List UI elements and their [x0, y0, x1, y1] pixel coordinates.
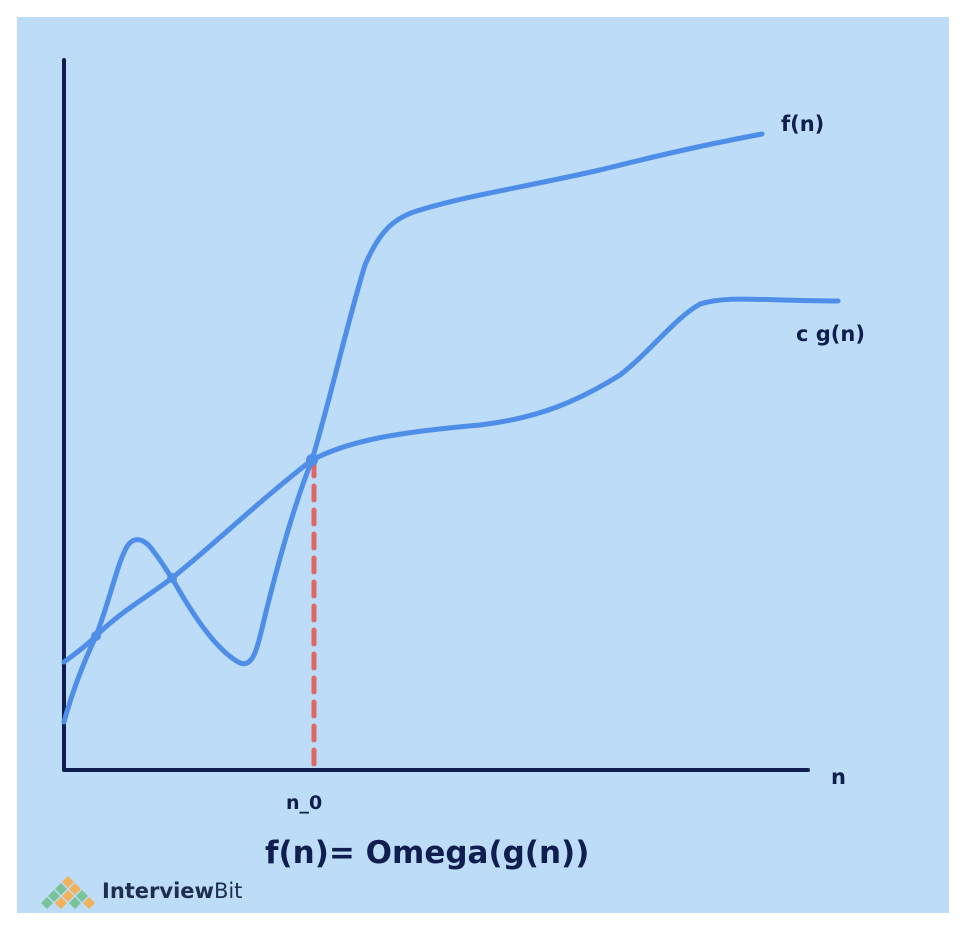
- threshold-label: n_0: [286, 792, 323, 814]
- interviewbit-logo-icon: [41, 876, 95, 909]
- cg-n-label: c g(n): [796, 322, 865, 346]
- intersection-point-2: [167, 573, 177, 583]
- f-n-label: f(n): [781, 112, 825, 136]
- x-axis-label: n: [831, 765, 846, 789]
- diagram-panel: [17, 17, 949, 913]
- f-n-curve: [61, 131, 765, 725]
- logo-wordmark-regular: Bit: [213, 879, 243, 903]
- intersection-point-1: [91, 631, 101, 641]
- interviewbit-logo: InterviewBit: [98, 873, 242, 909]
- logo-wordmark-bold: Interview: [102, 879, 214, 903]
- logo-wordmark: InterviewBit: [102, 879, 242, 903]
- cg-n-curve: [61, 296, 841, 665]
- omega-formula: f(n)= Omega(g(n)): [265, 835, 590, 871]
- intersection-point-n0: [306, 454, 318, 466]
